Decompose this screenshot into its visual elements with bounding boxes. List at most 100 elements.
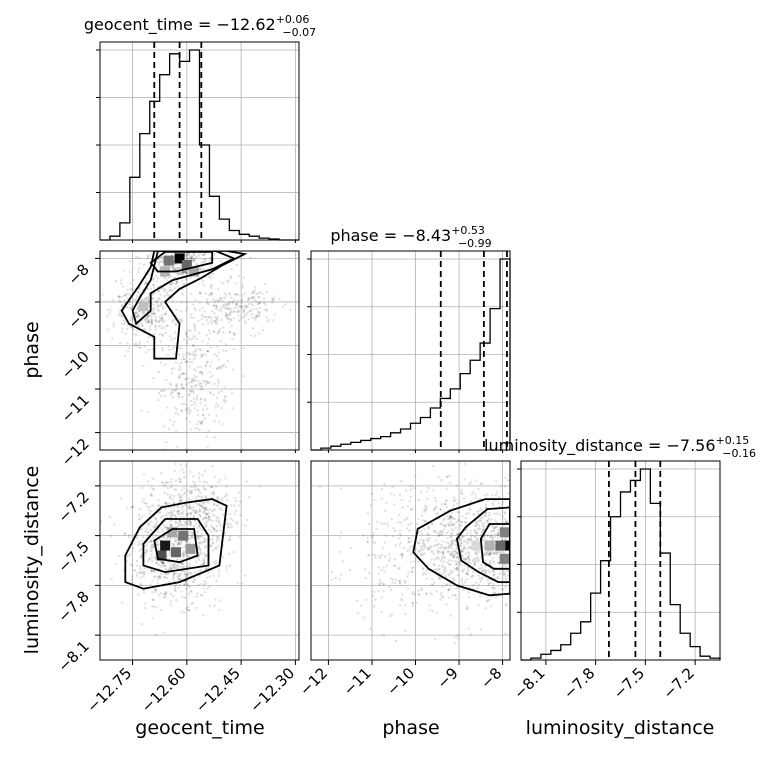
- sample-point: [186, 245, 188, 247]
- sample-point: [364, 568, 367, 571]
- sample-point: [227, 538, 231, 542]
- sample-point: [158, 297, 161, 300]
- title-geocent_time: geocent_time = −12.62+0.06 −0.07: [84, 13, 316, 39]
- sample-point: [202, 284, 205, 287]
- sample-point: [257, 296, 261, 299]
- sample-point: [201, 388, 204, 391]
- sample-point: [488, 559, 491, 562]
- sample-point: [182, 583, 186, 587]
- sample-point: [402, 546, 406, 550]
- sample-point: [196, 337, 199, 341]
- sample-point: [165, 312, 168, 315]
- sample-point: [465, 557, 468, 561]
- sample-point: [210, 263, 213, 266]
- sample-point: [252, 290, 255, 294]
- sample-point: [169, 383, 173, 386]
- sample-point: [474, 493, 477, 496]
- sample-point: [492, 586, 495, 590]
- sample-point: [124, 293, 128, 297]
- sample-point: [202, 502, 205, 506]
- sample-point: [475, 581, 478, 584]
- sample-point: [202, 408, 205, 412]
- sample-point: [164, 564, 167, 568]
- sample-point: [448, 474, 451, 477]
- sample-point: [533, 571, 535, 573]
- sample-point: [156, 305, 159, 308]
- sample-point: [459, 520, 463, 523]
- sample-point: [229, 535, 232, 538]
- sample-point: [512, 547, 514, 549]
- sample-point: [213, 475, 217, 478]
- sample-point: [129, 300, 132, 303]
- sample-point: [491, 538, 495, 541]
- sample-point: [533, 561, 535, 563]
- sample-point: [139, 542, 142, 546]
- sample-point: [126, 327, 129, 331]
- sample-point: [203, 540, 206, 543]
- sample-point: [496, 551, 499, 554]
- sample-point: [442, 528, 446, 531]
- sample-point: [149, 549, 152, 553]
- sample-point: [209, 285, 212, 288]
- sample-point: [480, 509, 484, 512]
- sample-point: [182, 357, 185, 360]
- sample-point: [207, 514, 210, 518]
- sample-point: [234, 293, 237, 296]
- sample-point: [411, 592, 414, 595]
- sample-point: [491, 551, 495, 554]
- sample-point: [189, 572, 193, 575]
- sample-point: [175, 247, 177, 249]
- sample-point: [465, 572, 469, 575]
- sample-point: [184, 254, 187, 257]
- sample-point: [284, 303, 287, 306]
- sample-point: [185, 607, 188, 610]
- sample-point: [188, 338, 192, 341]
- sample-point: [245, 480, 248, 483]
- sample-point: [418, 593, 421, 597]
- sample-point: [447, 541, 451, 545]
- sample-point: [240, 294, 244, 297]
- sample-point: [211, 526, 215, 529]
- sample-point: [423, 520, 427, 523]
- sample-point: [203, 509, 206, 512]
- sample-point: [448, 515, 452, 518]
- sample-point: [450, 511, 454, 514]
- sample-point: [139, 342, 142, 346]
- sample-point: [456, 533, 459, 536]
- text-layer: geocent_time phase luminosity_distancephas…: [21, 13, 756, 739]
- sample-point: [420, 491, 423, 494]
- sample-point: [212, 393, 215, 397]
- sample-point: [194, 355, 197, 358]
- sample-point: [213, 604, 216, 607]
- sample-point: [463, 544, 466, 548]
- sample-point: [220, 508, 223, 511]
- sample-point: [160, 314, 163, 317]
- sample-point: [212, 574, 215, 577]
- sample-point: [134, 311, 138, 314]
- sample-point: [157, 305, 160, 308]
- sample-point: [191, 337, 194, 341]
- title-upper: +0.53: [451, 224, 485, 237]
- sample-point: [417, 517, 420, 521]
- sample-point: [175, 382, 178, 386]
- sample-point: [167, 481, 170, 484]
- sample-point: [172, 246, 174, 248]
- sample-point: [227, 280, 230, 283]
- sample-point: [179, 267, 182, 270]
- sample-point: [118, 295, 121, 298]
- sample-point: [390, 492, 393, 495]
- sample-point: [164, 513, 168, 516]
- sample-point: [108, 312, 112, 315]
- sample-point: [157, 325, 161, 328]
- sample-point: [173, 267, 176, 270]
- sample-point: [200, 354, 203, 357]
- sample-point: [234, 499, 237, 503]
- sample-point: [522, 566, 524, 568]
- sample-point: [264, 303, 267, 306]
- sample-point: [147, 532, 151, 535]
- sample-point: [434, 506, 437, 509]
- sample-point: [189, 276, 192, 279]
- sample-point: [192, 397, 196, 401]
- sample-point: [382, 583, 385, 586]
- sample-point: [175, 267, 178, 270]
